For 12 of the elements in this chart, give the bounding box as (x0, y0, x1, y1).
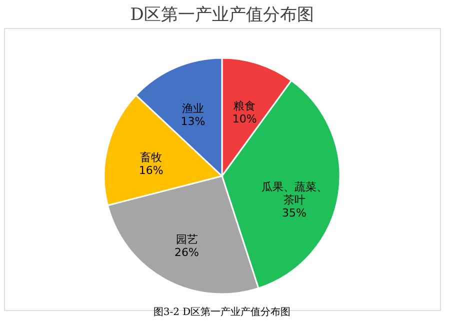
slice-label: 畜牧 (140, 150, 162, 164)
data-label: 16% (138, 164, 164, 177)
slice-label: 园艺 (176, 233, 198, 246)
slice-label: 渔业 (182, 102, 204, 115)
data-label: 26% (174, 246, 199, 260)
data-label: 13% (180, 114, 206, 128)
data-label: 10% (232, 112, 257, 126)
caption: 图3-2 D区第一产业产值分布图 (153, 306, 291, 318)
chart-title: D区第一产业产值分布图 (130, 5, 314, 25)
slice-label: 粮食 (234, 99, 256, 112)
slice-label: 瓜果、蔬菜、茶叶 (261, 180, 328, 206)
data-label: 35% (282, 206, 306, 220)
